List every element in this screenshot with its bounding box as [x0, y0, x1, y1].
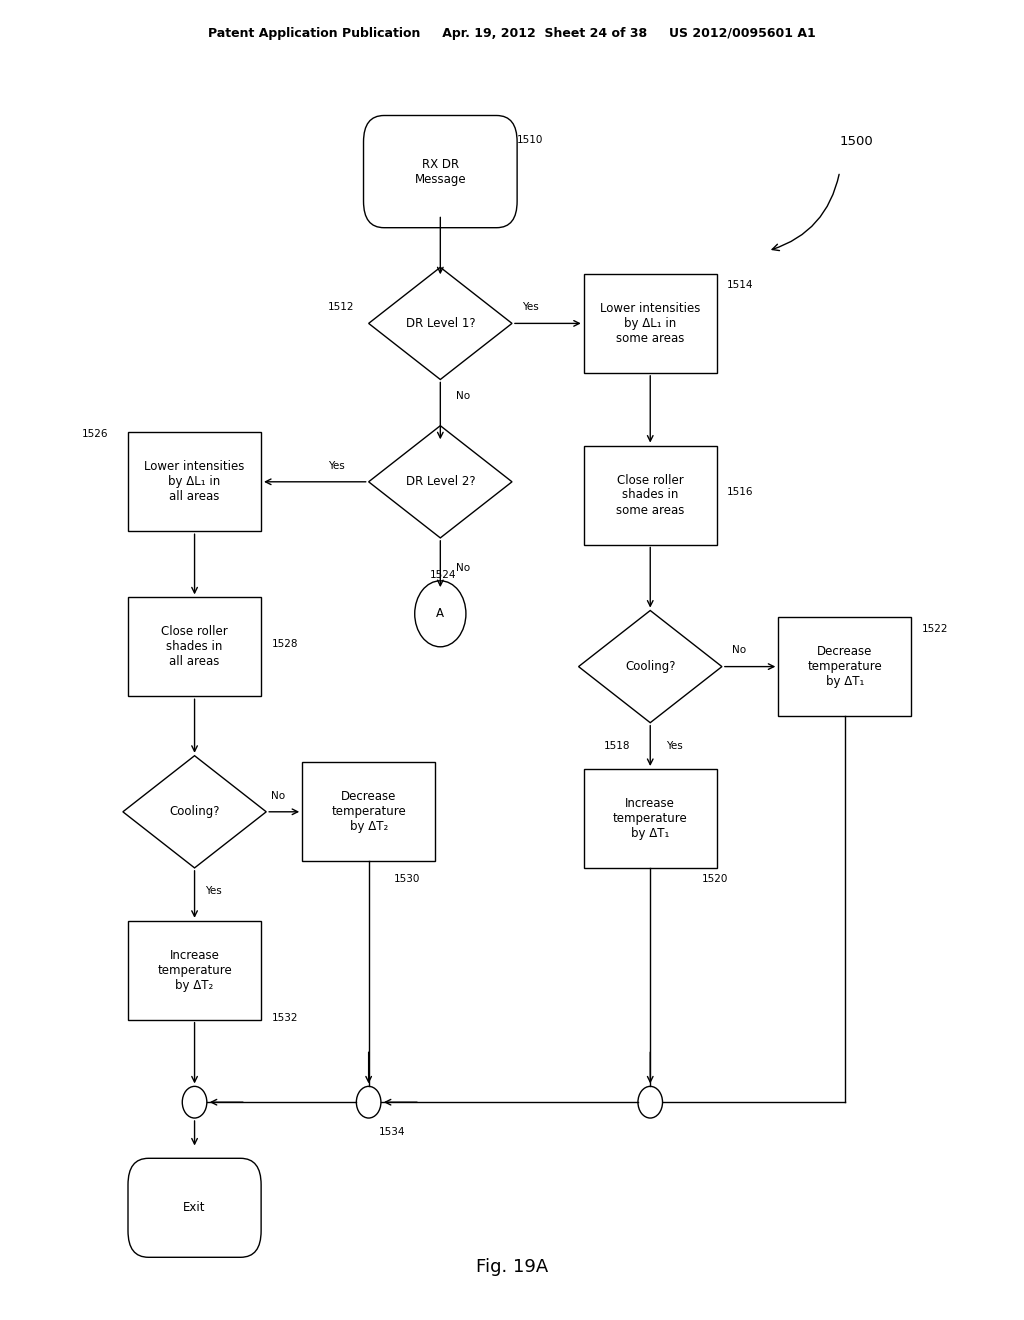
Circle shape — [415, 581, 466, 647]
Text: 1522: 1522 — [922, 624, 948, 634]
Text: Cooling?: Cooling? — [625, 660, 676, 673]
Text: 1516: 1516 — [727, 487, 754, 498]
Text: Yes: Yes — [328, 461, 344, 471]
Text: Cooling?: Cooling? — [169, 805, 220, 818]
Text: A: A — [436, 607, 444, 620]
Text: 1514: 1514 — [727, 281, 754, 290]
Polygon shape — [369, 425, 512, 539]
Bar — [584, 768, 717, 869]
Polygon shape — [123, 755, 266, 869]
Text: Increase
temperature
by ΔT₁: Increase temperature by ΔT₁ — [613, 797, 687, 840]
Text: DR Level 2?: DR Level 2? — [406, 475, 475, 488]
Text: Yes: Yes — [205, 886, 221, 896]
Text: 1524: 1524 — [430, 569, 457, 579]
Text: 1500: 1500 — [840, 135, 873, 148]
Text: No: No — [456, 562, 470, 573]
Text: 1520: 1520 — [701, 874, 728, 884]
Bar — [584, 275, 717, 372]
Circle shape — [182, 1086, 207, 1118]
Text: 1534: 1534 — [379, 1127, 406, 1138]
FancyBboxPatch shape — [128, 1159, 261, 1257]
Text: Close roller
shades in
some areas: Close roller shades in some areas — [616, 474, 684, 516]
Text: 1510: 1510 — [517, 135, 544, 145]
Text: Decrease
temperature
by ΔT₁: Decrease temperature by ΔT₁ — [808, 645, 882, 688]
Bar — [778, 618, 911, 715]
Bar — [128, 597, 261, 697]
Text: Lower intensities
by ΔL₁ in
all areas: Lower intensities by ΔL₁ in all areas — [144, 461, 245, 503]
Text: Fig. 19A: Fig. 19A — [476, 1258, 548, 1276]
Circle shape — [638, 1086, 663, 1118]
Text: Yes: Yes — [666, 741, 682, 751]
Text: Increase
temperature
by ΔT₂: Increase temperature by ΔT₂ — [158, 949, 231, 991]
Text: Yes: Yes — [522, 302, 539, 313]
Text: No: No — [732, 645, 746, 656]
Bar — [302, 762, 435, 861]
Text: Exit: Exit — [183, 1201, 206, 1214]
Polygon shape — [579, 610, 722, 722]
Text: 1518: 1518 — [604, 741, 631, 751]
Text: No: No — [456, 391, 470, 401]
Bar — [128, 921, 261, 1019]
Text: RX DR
Message: RX DR Message — [415, 157, 466, 186]
Bar — [584, 446, 717, 544]
Text: 1528: 1528 — [271, 639, 298, 649]
Text: Lower intensities
by ΔL₁ in
some areas: Lower intensities by ΔL₁ in some areas — [600, 302, 700, 345]
FancyArrowPatch shape — [772, 174, 839, 251]
FancyBboxPatch shape — [364, 116, 517, 227]
Text: No: No — [271, 791, 286, 801]
Text: DR Level 1?: DR Level 1? — [406, 317, 475, 330]
Bar — [128, 433, 261, 531]
Circle shape — [356, 1086, 381, 1118]
Text: Decrease
temperature
by ΔT₂: Decrease temperature by ΔT₂ — [332, 791, 406, 833]
Text: Patent Application Publication     Apr. 19, 2012  Sheet 24 of 38     US 2012/009: Patent Application Publication Apr. 19, … — [208, 26, 816, 40]
Text: 1512: 1512 — [328, 302, 354, 313]
Text: Close roller
shades in
all areas: Close roller shades in all areas — [161, 626, 228, 668]
Text: 1526: 1526 — [82, 429, 109, 438]
Text: 1532: 1532 — [271, 1014, 298, 1023]
Text: 1530: 1530 — [394, 874, 421, 884]
Polygon shape — [369, 267, 512, 380]
